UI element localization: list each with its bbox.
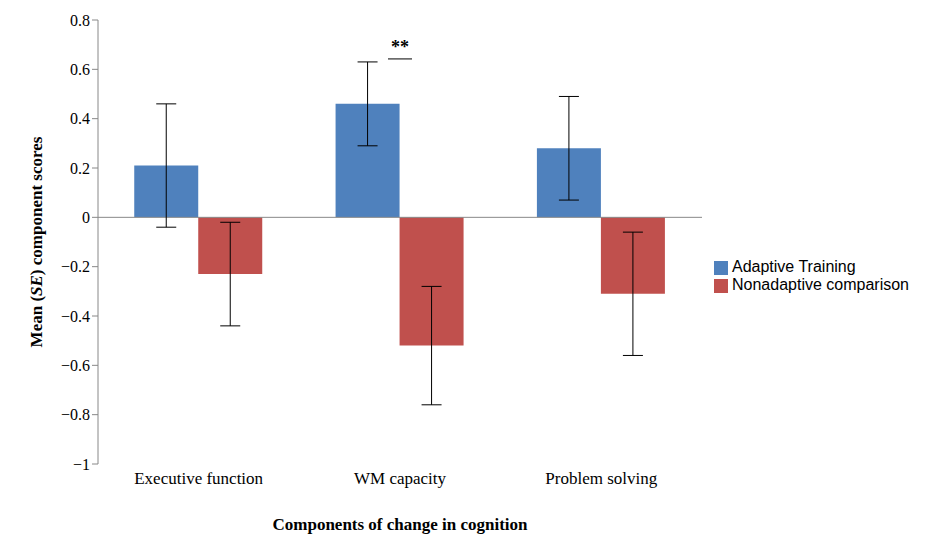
svg-text:Components of change in cognit: Components of change in cognition [272, 515, 528, 534]
svg-text:**: ** [391, 37, 409, 57]
svg-text:−0.8: −0.8 [61, 406, 90, 423]
svg-text:−1: −1 [73, 456, 90, 473]
svg-text:0.6: 0.6 [70, 61, 90, 78]
svg-text:0: 0 [82, 209, 90, 226]
svg-text:WM capacity: WM capacity [354, 469, 447, 488]
svg-text:Problem solving: Problem solving [545, 469, 657, 488]
svg-text:Mean (SE) component scores: Mean (SE) component scores [27, 136, 46, 347]
svg-text:−0.4: −0.4 [61, 308, 90, 325]
html-text:Adaptive Training: Adaptive Training [732, 258, 856, 275]
svg-text:Executive function: Executive function [134, 469, 263, 488]
html-text:Nonadaptive comparison: Nonadaptive comparison [732, 276, 909, 293]
svg-text:0.8: 0.8 [70, 12, 90, 29]
svg-text:−0.6: −0.6 [61, 357, 90, 374]
svg-text:0.2: 0.2 [70, 160, 90, 177]
svg-text:0.4: 0.4 [70, 110, 90, 127]
svg-text:−0.2: −0.2 [61, 258, 90, 275]
